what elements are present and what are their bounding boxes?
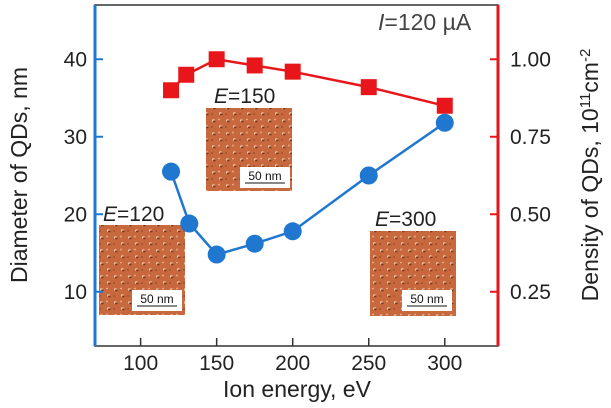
density-point	[163, 82, 180, 99]
left-axis-ticks: 10 20 30 40	[64, 48, 103, 304]
current-annotation: I=120 µA	[378, 9, 472, 35]
right-tick-label: 0.25	[510, 281, 551, 304]
x-axis-ticks: 100 150 200 250 300	[123, 338, 462, 375]
x-tick-label: 200	[275, 352, 310, 375]
density-point	[360, 79, 377, 96]
right-tick-label: 1.00	[510, 48, 551, 71]
inset-e150-label: E=150	[214, 85, 275, 108]
series-density	[163, 51, 453, 114]
inset-e120: E=120 50 nm	[99, 203, 185, 315]
right-tick-label: 0.50	[510, 203, 551, 226]
series-diameter	[162, 113, 454, 264]
x-tick-label: 250	[351, 352, 386, 375]
inset-e300-scale-label: 50 nm	[410, 292, 443, 306]
x-tick-label: 100	[123, 352, 158, 375]
x-tick-label: 150	[199, 352, 234, 375]
x-tick-label: 300	[427, 352, 462, 375]
diameter-point	[245, 234, 264, 253]
right-axis-label: Density of QDs, 1011cm-2	[577, 49, 604, 302]
diameter-point	[162, 162, 181, 181]
inset-e300-label: E=300	[375, 208, 436, 231]
diameter-point	[359, 166, 378, 185]
inset-e150: E=150 50 nm	[206, 85, 292, 191]
right-tick-label: 0.75	[510, 126, 551, 149]
inset-e300: E=300 50 nm	[370, 208, 456, 316]
density-point	[208, 51, 225, 68]
density-point	[284, 63, 301, 80]
left-tick-label: 40	[64, 48, 87, 71]
diameter-point	[283, 222, 302, 241]
density-point	[178, 66, 195, 83]
inset-e120-scale-label: 50 nm	[140, 292, 173, 306]
diameter-point	[207, 245, 226, 264]
x-axis-label: Ion energy, eV	[223, 376, 372, 402]
right-axis-ticks: 0.25 0.50 0.75 1.00	[490, 48, 551, 304]
density-point	[436, 97, 453, 114]
left-axis-label: Diameter of QDs, nm	[6, 67, 32, 283]
left-tick-label: 20	[64, 203, 87, 226]
left-tick-label: 10	[64, 281, 87, 304]
inset-e120-label: E=120	[103, 203, 164, 226]
left-tick-label: 30	[64, 126, 87, 149]
inset-e150-scale-label: 50 nm	[248, 169, 281, 183]
plot-frame	[93, 4, 500, 347]
diameter-point	[435, 113, 454, 132]
density-point	[246, 57, 263, 74]
diameter-point	[180, 214, 199, 233]
